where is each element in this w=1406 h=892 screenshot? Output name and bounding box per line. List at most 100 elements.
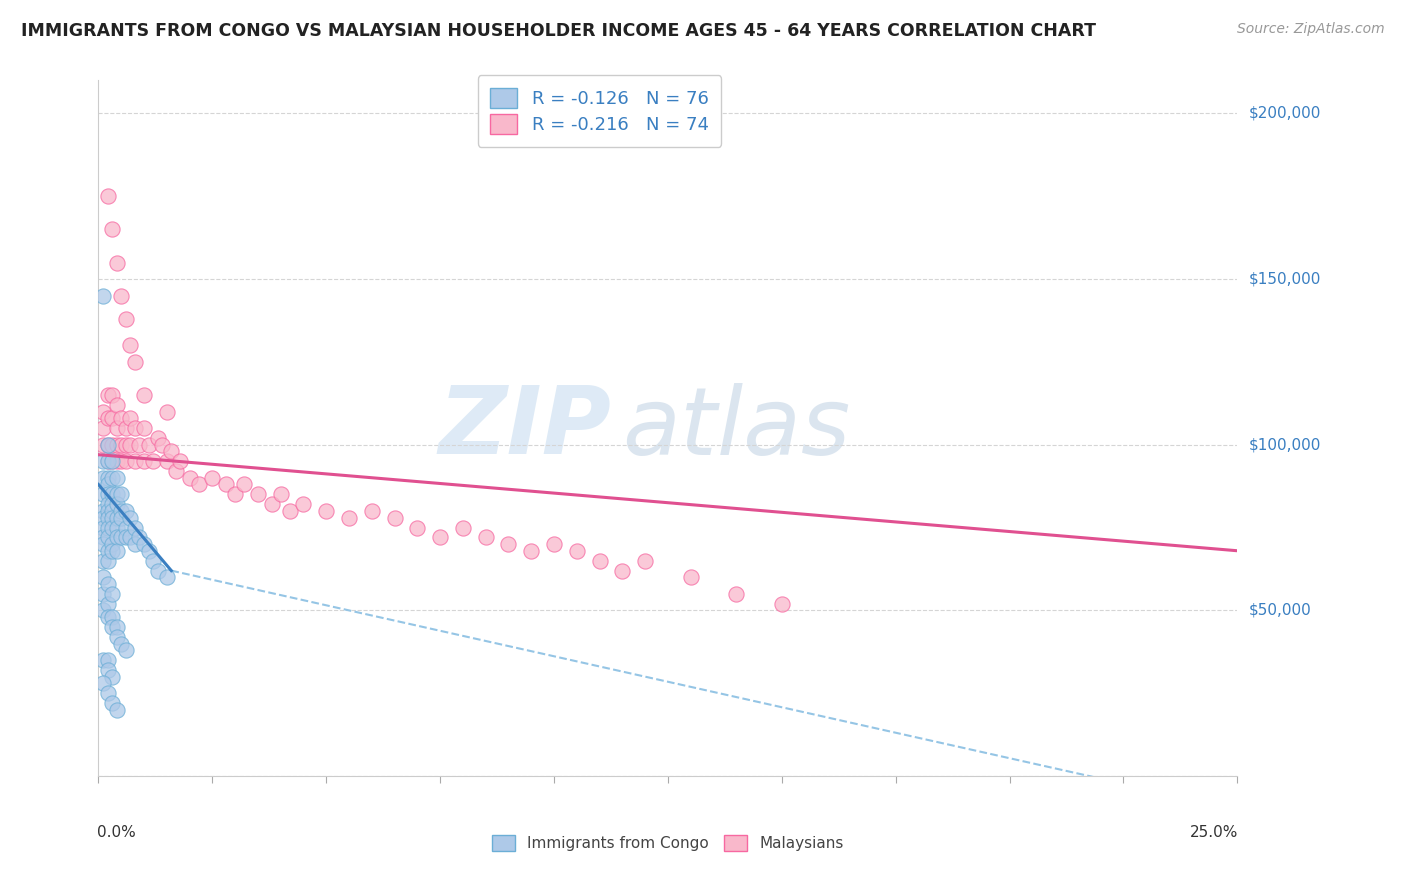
Point bbox=[770, 597, 793, 611]
Point bbox=[634, 554, 657, 568]
Point bbox=[138, 438, 160, 452]
Point bbox=[91, 676, 114, 690]
Point bbox=[215, 477, 238, 491]
Point bbox=[91, 504, 114, 518]
Point bbox=[105, 531, 128, 545]
Point bbox=[101, 510, 124, 524]
Point bbox=[156, 570, 179, 584]
Point bbox=[96, 597, 118, 611]
Legend: Immigrants from Congo, Malaysians: Immigrants from Congo, Malaysians bbox=[485, 827, 851, 859]
Point bbox=[96, 531, 118, 545]
Text: atlas: atlas bbox=[623, 383, 851, 474]
Point bbox=[105, 620, 128, 634]
Point bbox=[105, 630, 128, 644]
Point bbox=[451, 520, 474, 534]
Point bbox=[101, 454, 124, 468]
Point bbox=[124, 454, 146, 468]
Point bbox=[96, 510, 118, 524]
Point bbox=[224, 487, 246, 501]
Point bbox=[96, 543, 118, 558]
Point bbox=[138, 543, 160, 558]
Point bbox=[91, 520, 114, 534]
Point bbox=[124, 537, 146, 551]
Point bbox=[91, 587, 114, 601]
Point bbox=[96, 554, 118, 568]
Point bbox=[96, 610, 118, 624]
Text: 25.0%: 25.0% bbox=[1189, 825, 1239, 839]
Point bbox=[146, 564, 169, 578]
Point bbox=[101, 497, 124, 511]
Point bbox=[160, 444, 183, 458]
Point bbox=[105, 438, 128, 452]
Point bbox=[110, 454, 132, 468]
Point bbox=[105, 255, 128, 269]
Point bbox=[91, 421, 114, 435]
Point bbox=[260, 497, 283, 511]
Point bbox=[96, 454, 118, 468]
Point bbox=[110, 411, 132, 425]
Point bbox=[105, 487, 128, 501]
Point bbox=[101, 543, 124, 558]
Point bbox=[679, 570, 702, 584]
Point bbox=[132, 421, 155, 435]
Text: $50,000: $50,000 bbox=[1249, 603, 1312, 618]
Point bbox=[270, 487, 292, 501]
Point bbox=[201, 471, 224, 485]
Point bbox=[105, 398, 128, 412]
Point bbox=[132, 537, 155, 551]
Point bbox=[315, 504, 337, 518]
Point bbox=[101, 696, 124, 710]
Point bbox=[105, 703, 128, 717]
Point bbox=[101, 411, 124, 425]
Point bbox=[142, 554, 165, 568]
Point bbox=[96, 471, 118, 485]
Point bbox=[110, 504, 132, 518]
Point bbox=[101, 504, 124, 518]
Text: ZIP: ZIP bbox=[439, 382, 612, 475]
Point bbox=[91, 487, 114, 501]
Point bbox=[114, 643, 136, 657]
Point bbox=[120, 531, 142, 545]
Point bbox=[101, 438, 124, 452]
Point bbox=[132, 388, 155, 402]
Point bbox=[101, 670, 124, 684]
Point bbox=[96, 454, 118, 468]
Point bbox=[105, 543, 128, 558]
Point bbox=[156, 454, 179, 468]
Point bbox=[96, 388, 118, 402]
Text: $150,000: $150,000 bbox=[1249, 271, 1320, 286]
Point bbox=[101, 454, 124, 468]
Point bbox=[384, 510, 406, 524]
Point bbox=[96, 438, 118, 452]
Point bbox=[128, 531, 150, 545]
Point bbox=[105, 471, 128, 485]
Point bbox=[96, 653, 118, 667]
Point bbox=[165, 464, 187, 478]
Point bbox=[337, 510, 360, 524]
Point bbox=[91, 471, 114, 485]
Text: $200,000: $200,000 bbox=[1249, 106, 1320, 121]
Point bbox=[96, 477, 118, 491]
Point bbox=[96, 497, 118, 511]
Point bbox=[110, 510, 132, 524]
Point bbox=[110, 487, 132, 501]
Point bbox=[725, 587, 748, 601]
Point bbox=[406, 520, 429, 534]
Point bbox=[96, 520, 118, 534]
Point bbox=[233, 477, 256, 491]
Point bbox=[91, 531, 114, 545]
Point bbox=[120, 338, 142, 352]
Point bbox=[91, 554, 114, 568]
Point bbox=[105, 421, 128, 435]
Point bbox=[110, 288, 132, 302]
Point bbox=[101, 587, 124, 601]
Point bbox=[114, 438, 136, 452]
Point bbox=[124, 520, 146, 534]
Point bbox=[96, 663, 118, 677]
Point bbox=[91, 404, 114, 418]
Point bbox=[114, 454, 136, 468]
Point bbox=[588, 554, 610, 568]
Point bbox=[278, 504, 301, 518]
Point bbox=[101, 222, 124, 236]
Point bbox=[520, 543, 543, 558]
